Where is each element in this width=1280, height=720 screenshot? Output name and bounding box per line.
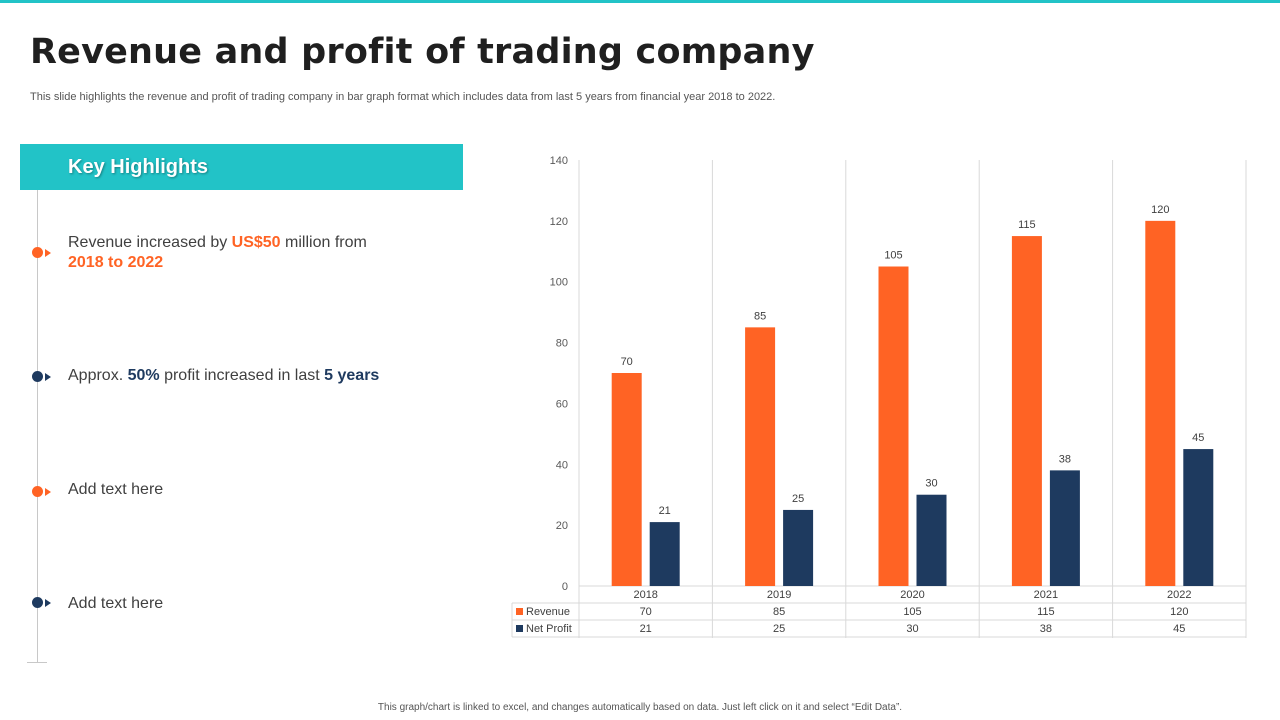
bar-net-profit xyxy=(1049,470,1080,586)
x-tick-label: 2018 xyxy=(633,589,657,601)
legend-label: Net Profit xyxy=(526,623,572,635)
timeline-end-tick xyxy=(27,662,47,663)
bullet-dot-icon xyxy=(32,371,43,382)
bar-revenue xyxy=(745,327,776,586)
legend-label: Revenue xyxy=(526,606,570,618)
legend-swatch xyxy=(516,608,523,615)
data-label: 85 xyxy=(754,310,766,322)
bullet-arrow-icon xyxy=(45,249,51,257)
bar-net-profit xyxy=(783,509,814,586)
y-tick-label: 100 xyxy=(550,277,568,289)
top-accent-line xyxy=(0,0,1280,3)
bullet-arrow-icon xyxy=(45,488,51,496)
table-cell: 115 xyxy=(1037,606,1055,618)
data-label: 70 xyxy=(621,356,633,368)
x-tick-label: 2022 xyxy=(1167,589,1191,601)
bullet-arrow-icon xyxy=(45,599,51,607)
y-tick-label: 20 xyxy=(556,520,568,532)
y-tick-label: 120 xyxy=(550,216,568,228)
x-tick-label: 2019 xyxy=(767,589,791,601)
table-cell: 70 xyxy=(640,606,652,618)
y-tick-label: 140 xyxy=(550,155,568,167)
highlight-text-2: Approx. 50% profit increased in last 5 y… xyxy=(68,367,380,384)
x-tick-label: 2020 xyxy=(900,589,924,601)
highlight-text-4[interactable]: Add text here xyxy=(68,595,164,612)
bullet-arrow-icon xyxy=(45,373,51,381)
data-label: 45 xyxy=(1192,432,1204,444)
footnote: This graph/chart is linked to excel, and… xyxy=(377,702,903,713)
data-label: 38 xyxy=(1059,453,1071,465)
table-cell: 45 xyxy=(1173,623,1185,635)
table-cell: 105 xyxy=(903,606,921,618)
legend-swatch xyxy=(516,625,523,632)
bar-revenue xyxy=(611,373,642,586)
y-tick-label: 0 xyxy=(562,581,568,593)
bullet-dot-icon xyxy=(32,247,43,258)
data-label: 120 xyxy=(1151,204,1169,216)
page-title: Revenue and profit of trading company xyxy=(30,32,815,72)
bullet-dot-icon xyxy=(32,597,43,608)
data-label: 105 xyxy=(884,250,902,262)
data-label: 21 xyxy=(659,505,671,517)
data-label: 115 xyxy=(1018,219,1036,231)
bar-net-profit xyxy=(649,522,680,586)
table-cell: 25 xyxy=(773,623,785,635)
timeline-line xyxy=(37,190,38,663)
table-cell: 21 xyxy=(640,623,652,635)
highlight-text-1: Revenue increased by US$50 million from … xyxy=(68,234,367,271)
key-highlights-title: Key Highlights xyxy=(68,156,209,178)
table-cell: 120 xyxy=(1170,606,1188,618)
table-cell: 38 xyxy=(1040,623,1052,635)
table-cell: 30 xyxy=(906,623,918,635)
bullet-dot-icon xyxy=(32,486,43,497)
y-tick-label: 60 xyxy=(556,398,568,410)
x-tick-label: 2021 xyxy=(1034,589,1058,601)
data-label: 25 xyxy=(792,493,804,505)
bar-net-profit xyxy=(916,494,947,586)
bar-net-profit xyxy=(1183,449,1214,586)
page-subtitle: This slide highlights the revenue and pr… xyxy=(30,91,776,103)
bar-revenue xyxy=(1011,236,1042,587)
y-tick-label: 80 xyxy=(556,338,568,350)
key-highlights-header: Key Highlights xyxy=(20,144,463,190)
table-cell: 85 xyxy=(773,606,785,618)
bar-revenue xyxy=(1145,220,1176,586)
bar-revenue xyxy=(878,266,909,586)
highlight-text-3[interactable]: Add text here xyxy=(68,481,164,498)
y-tick-label: 40 xyxy=(556,459,568,471)
data-label: 30 xyxy=(925,478,937,490)
